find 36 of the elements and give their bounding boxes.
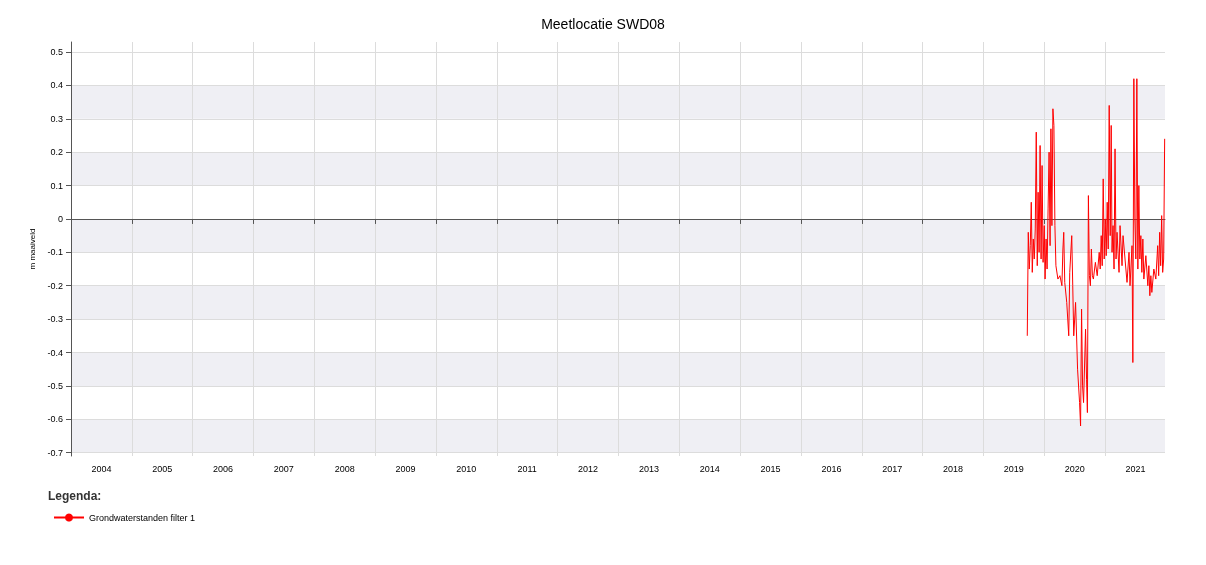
line-series — [1026, 78, 1166, 427]
x-tick-label: 2008 — [334, 463, 355, 474]
x-tick-label: 2013 — [638, 463, 659, 474]
legend-label: Grondwaterstanden filter 1 — [89, 512, 196, 523]
y-tick-label: -0.4 — [47, 347, 63, 358]
x-tick-label: 2016 — [821, 463, 842, 474]
y-tick-label: 0.3 — [50, 113, 63, 124]
y-tick-label: -0.3 — [47, 314, 63, 325]
y-tick-label: 0 — [57, 213, 63, 224]
y-tick-label: 0.2 — [50, 147, 63, 158]
x-tick-label: 2020 — [1064, 463, 1085, 474]
x-tick-label: 2018 — [942, 463, 964, 474]
y-tick-label: 0.1 — [50, 180, 63, 191]
legend-title: Legenda: — [48, 489, 102, 503]
x-tick-label: 2009 — [395, 463, 416, 474]
x-tick-label: 2007 — [273, 463, 294, 474]
y-tick-label: -0.1 — [47, 247, 63, 258]
x-tick-label: 2012 — [578, 463, 599, 474]
y-tick-label: -0.5 — [47, 380, 63, 391]
x-tick-label: 2017 — [882, 463, 903, 474]
x-tick-label: 2010 — [456, 463, 477, 474]
x-tick-label: 2005 — [152, 463, 173, 474]
y-tick-label: -0.6 — [47, 414, 63, 425]
x-tick-label: 2015 — [760, 463, 781, 474]
x-tick-label: 2004 — [91, 463, 112, 474]
y-tick-label: -0.2 — [47, 280, 63, 291]
x-tick-label: 2006 — [213, 463, 234, 474]
y-axis-title: m maaiveld — [28, 228, 38, 270]
y-tick-label: 0.5 — [50, 47, 63, 58]
x-tick-label: 2019 — [1003, 463, 1024, 474]
x-tick-label: 2011 — [517, 463, 537, 474]
x-tick-label: 2021 — [1125, 463, 1146, 474]
y-tick-label: 0.4 — [50, 80, 63, 91]
x-tick-label: 2014 — [699, 463, 720, 474]
chart-title: Meetlocatie SWD08 — [541, 16, 666, 32]
y-tick-label: -0.7 — [47, 447, 63, 458]
